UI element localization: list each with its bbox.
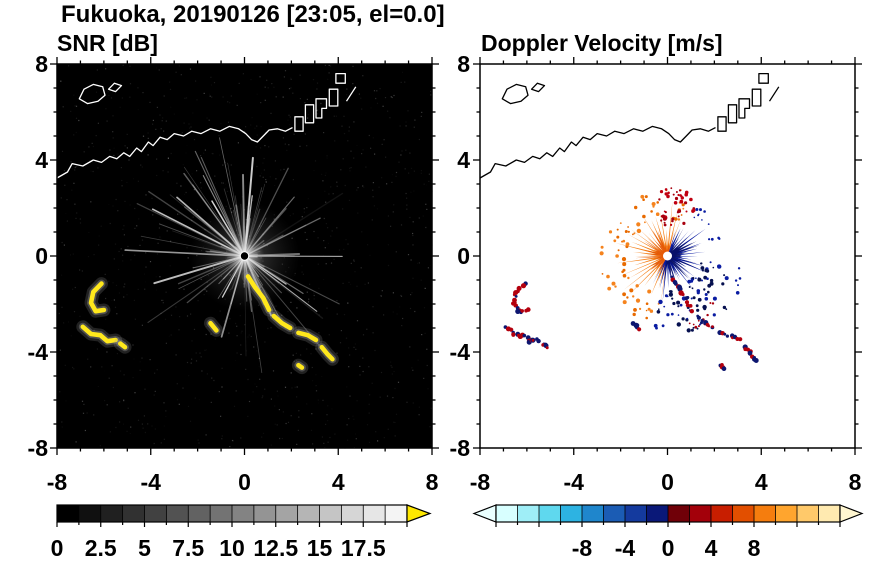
coastline <box>56 72 357 179</box>
snr-y-tick-label: 8 <box>35 51 48 77</box>
snr-panel-title: SNR [dB] <box>57 30 158 56</box>
coastline <box>479 72 780 179</box>
snr-canvas <box>50 57 439 455</box>
snr-y-tick-label: 0 <box>35 243 48 269</box>
snr-colorbar-tick-label: 2.5 <box>84 535 117 561</box>
doppler-x-tick-label: 8 <box>848 469 862 495</box>
doppler-y-tick-label: -4 <box>449 339 470 365</box>
snr-colorbar-tick-label: 7.5 <box>172 535 205 561</box>
island-outline <box>501 83 529 105</box>
harbor-structure <box>738 98 751 119</box>
doppler-y-tick-label: 8 <box>457 51 470 77</box>
doppler-x-tick-label: 4 <box>754 469 768 495</box>
doppler-colorbar-tick-label: 4 <box>704 535 718 561</box>
snr-x-tick-label: 4 <box>331 469 345 495</box>
harbor-structure <box>751 88 762 107</box>
islet-outline <box>107 82 123 93</box>
harbor-structure <box>335 72 346 84</box>
snr-x-tick-label: 0 <box>238 469 251 495</box>
doppler-y-tick-label: 0 <box>457 243 470 269</box>
snr-plot <box>50 57 439 455</box>
colorbar-over-arrow <box>406 504 432 523</box>
velocity-field <box>599 187 742 333</box>
snr-colorbar-tick-label: 0 <box>50 535 64 561</box>
snr-y-tick-label: 4 <box>35 147 48 173</box>
islet-outline <box>530 82 546 93</box>
axis-ticks <box>50 57 439 455</box>
snr-x-tick-label: -4 <box>140 469 161 495</box>
snr-y-tick-label: -8 <box>27 435 48 461</box>
doppler-colorbar <box>472 503 864 529</box>
doppler-y-tick-label: 4 <box>457 147 470 173</box>
snr-x-tick-label: 8 <box>425 469 439 495</box>
snr-clutter-echoes <box>76 269 339 375</box>
harbor-structure <box>315 98 328 119</box>
axis-ticks <box>473 57 862 455</box>
doppler-x-tick-label: 0 <box>661 469 674 495</box>
colorbar-over-arrow <box>839 504 864 523</box>
doppler-colorbar-canvas <box>472 504 864 527</box>
doppler-x-tick-label: -4 <box>563 469 584 495</box>
positive-velocity-fan <box>615 200 683 307</box>
doppler-colorbar-tick-label: 0 <box>661 535 675 561</box>
island-outline <box>78 83 106 105</box>
harbor-structure <box>294 116 304 132</box>
snr-colorbar-canvas <box>56 504 432 527</box>
radar-site-dot <box>239 251 250 261</box>
harbor-structure <box>727 104 738 124</box>
doppler-colorbar-tick-label: -8 <box>571 535 593 561</box>
snr-y-tick-label: -4 <box>27 339 48 365</box>
page-title: Fukuoka, 20190126 [23:05, el=0.0] <box>61 1 445 28</box>
harbor-structure <box>328 88 339 107</box>
harbor-structure <box>758 72 769 84</box>
snr-colorbar-tick-label: 15 <box>306 535 333 561</box>
harbor-structure <box>304 104 315 124</box>
snr-colorbar <box>56 503 437 529</box>
doppler-x-tick-label: -8 <box>469 469 491 495</box>
doppler-clutter-echoes <box>503 275 759 372</box>
snr-colorbar-tick-label: 10 <box>219 535 245 561</box>
radar-site-dot <box>663 251 672 261</box>
harbor-structure <box>717 116 727 132</box>
snr-colorbar-tick-label: 5 <box>138 535 151 561</box>
doppler-colorbar-tick-label: 8 <box>747 535 761 561</box>
doppler-colorbar-tick-label: -4 <box>614 535 636 561</box>
snr-colorbar-tick-label: 17.5 <box>340 535 386 561</box>
doppler-panel-title: Doppler Velocity [m/s] <box>481 30 723 56</box>
doppler-canvas <box>473 57 862 455</box>
doppler-y-tick-label: -8 <box>449 435 470 461</box>
negative-velocity-fan <box>652 228 708 301</box>
snr-colorbar-tick-label: 12.5 <box>253 535 299 561</box>
snr-x-tick-label: -8 <box>46 469 68 495</box>
doppler-plot <box>473 57 862 455</box>
colorbar-under-arrow <box>472 504 497 523</box>
